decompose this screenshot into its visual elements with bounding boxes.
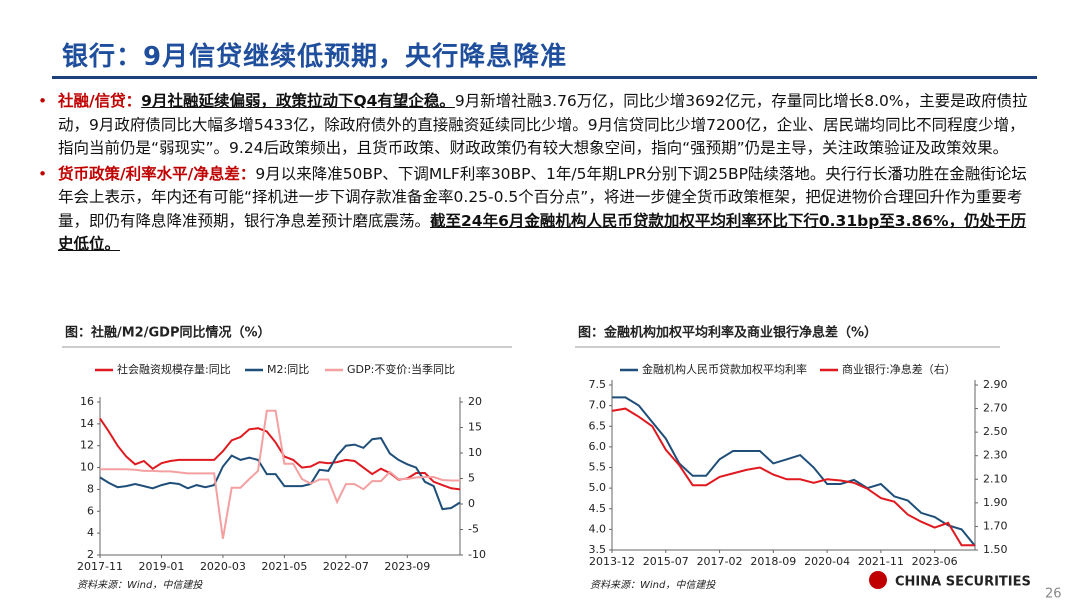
y2-tick-label: 2.50 (983, 425, 1008, 438)
y2-tick-label: -10 (468, 548, 486, 561)
y-tick-label: 14 (80, 417, 94, 430)
source: 资料来源：Wind，中信建投 (590, 579, 716, 591)
x-tick-label: 2013-12 (589, 555, 635, 568)
slide-title: 银行：9月信贷继续低预期，央行降息降准 (62, 42, 568, 72)
legend-label: 金融机构人民币贷款加权平均利率 (642, 362, 807, 376)
y2-tick-label: 1.90 (983, 496, 1008, 509)
x-tick-label: 2019-01 (138, 560, 184, 573)
legend-label: 商业银行:净息差（右） (842, 362, 956, 376)
y-tick-label: 5.0 (589, 481, 607, 494)
y-tick-label: 3.5 (589, 543, 607, 556)
x-tick-label: 2021-11 (858, 555, 904, 568)
y2-tick-label: 2.70 (983, 402, 1008, 415)
bullet: 货币政策/利率水平/净息差：9月以来降准50BP、下调MLF利率30BP、1年/… (36, 163, 1036, 257)
source: 资料来源：Wind，中信建投 (77, 579, 203, 591)
y2-tick-label: 10 (468, 446, 482, 459)
y2-tick-label: 15 (468, 421, 482, 434)
y2-tick-label: 5 (468, 472, 475, 485)
y2-tick-label: -5 (468, 523, 479, 536)
y2-tick-label: 1.50 (983, 543, 1008, 556)
x-tick-label: 2015-07 (643, 555, 689, 568)
x-tick-label: 2017-02 (697, 555, 743, 568)
x-tick-label: 2021-05 (261, 560, 307, 573)
y-tick-label: 4 (87, 526, 94, 539)
x-tick-label: 2020-04 (804, 555, 850, 568)
y2-tick-label: 20 (468, 395, 482, 408)
series-line (99, 437, 461, 511)
y-tick-label: 6.0 (589, 440, 607, 453)
logo: CHINA SECURITIES (895, 575, 1031, 590)
x-tick-label: 2017-11 (77, 560, 123, 573)
bullet-emphasis: 9月社融延续偏弱，政策拉动下Q4有望企稳。 (141, 92, 455, 110)
y-tick-label: 4.0 (589, 522, 607, 535)
bullet-emphasis: 截至24年6月金融机构人民币贷款加权平均利率环比下行0.31bp至3.86%，仍… (58, 211, 1027, 254)
legend-label: GDP:不变价:当季同比 (347, 362, 455, 376)
y2-tick-label: 2.10 (983, 472, 1008, 485)
x-tick-label: 2022-07 (323, 560, 369, 573)
page-number: 26 (1045, 587, 1062, 602)
y-tick-label: 2 (87, 548, 94, 561)
legend-label: M2:同比 (267, 363, 309, 376)
x-tick-label: 2023-09 (384, 560, 430, 573)
y-tick-label: 5.5 (589, 461, 607, 474)
x-tick-label: 2018-09 (750, 555, 796, 568)
y2-tick-label: 0 (468, 497, 475, 510)
bullet-text: 9月新增社融3.76万亿，同比少增3692亿元，存量同比增长8.0%，主要是政府… (58, 92, 1028, 157)
y-tick-label: 4.5 (589, 502, 607, 515)
y2-tick-label: 2.90 (983, 378, 1008, 391)
series-line (611, 407, 975, 547)
y-tick-label: 12 (80, 439, 94, 452)
y-tick-label: 7.0 (589, 399, 607, 412)
y-tick-label: 7.5 (589, 378, 607, 391)
y-tick-label: 10 (80, 461, 94, 474)
series-line (612, 396, 976, 547)
y2-tick-label: 2.30 (983, 449, 1008, 462)
logo-mark (869, 571, 887, 589)
y2-tick-label: 1.70 (983, 519, 1008, 532)
y-tick-label: 6.5 (589, 419, 607, 432)
y-tick-label: 6 (87, 504, 94, 517)
x-tick-label: 2020-03 (200, 560, 246, 573)
bullet-label: 社融/信贷： (58, 92, 142, 110)
y-tick-label: 16 (80, 395, 94, 408)
legend-label: 社会融资规模存量:同比 (117, 362, 231, 376)
x-tick-label: 2023-06 (912, 555, 958, 568)
bullet: 社融/信贷：9月社融延续偏弱，政策拉动下Q4有望企稳。9月新增社融3.76万亿，… (36, 90, 1036, 161)
bullets: 社融/信贷：9月社融延续偏弱，政策拉动下Q4有望企稳。9月新增社融3.76万亿，… (36, 90, 1036, 259)
series-line (100, 409, 460, 539)
bullet-label: 货币政策/利率水平/净息差： (58, 164, 256, 183)
chart-title: 图：社融/M2/GDP同比情况（%） (65, 325, 271, 341)
title-rule (52, 76, 1037, 79)
y-tick-label: 8 (87, 482, 94, 495)
chart-title: 图：金融机构加权平均利率及商业银行净息差（%） (578, 325, 877, 341)
bullet-text: 9月以来降准50BP、下调MLF利率30BP、1年/5年期LPR分别下调25BP… (58, 164, 1027, 230)
